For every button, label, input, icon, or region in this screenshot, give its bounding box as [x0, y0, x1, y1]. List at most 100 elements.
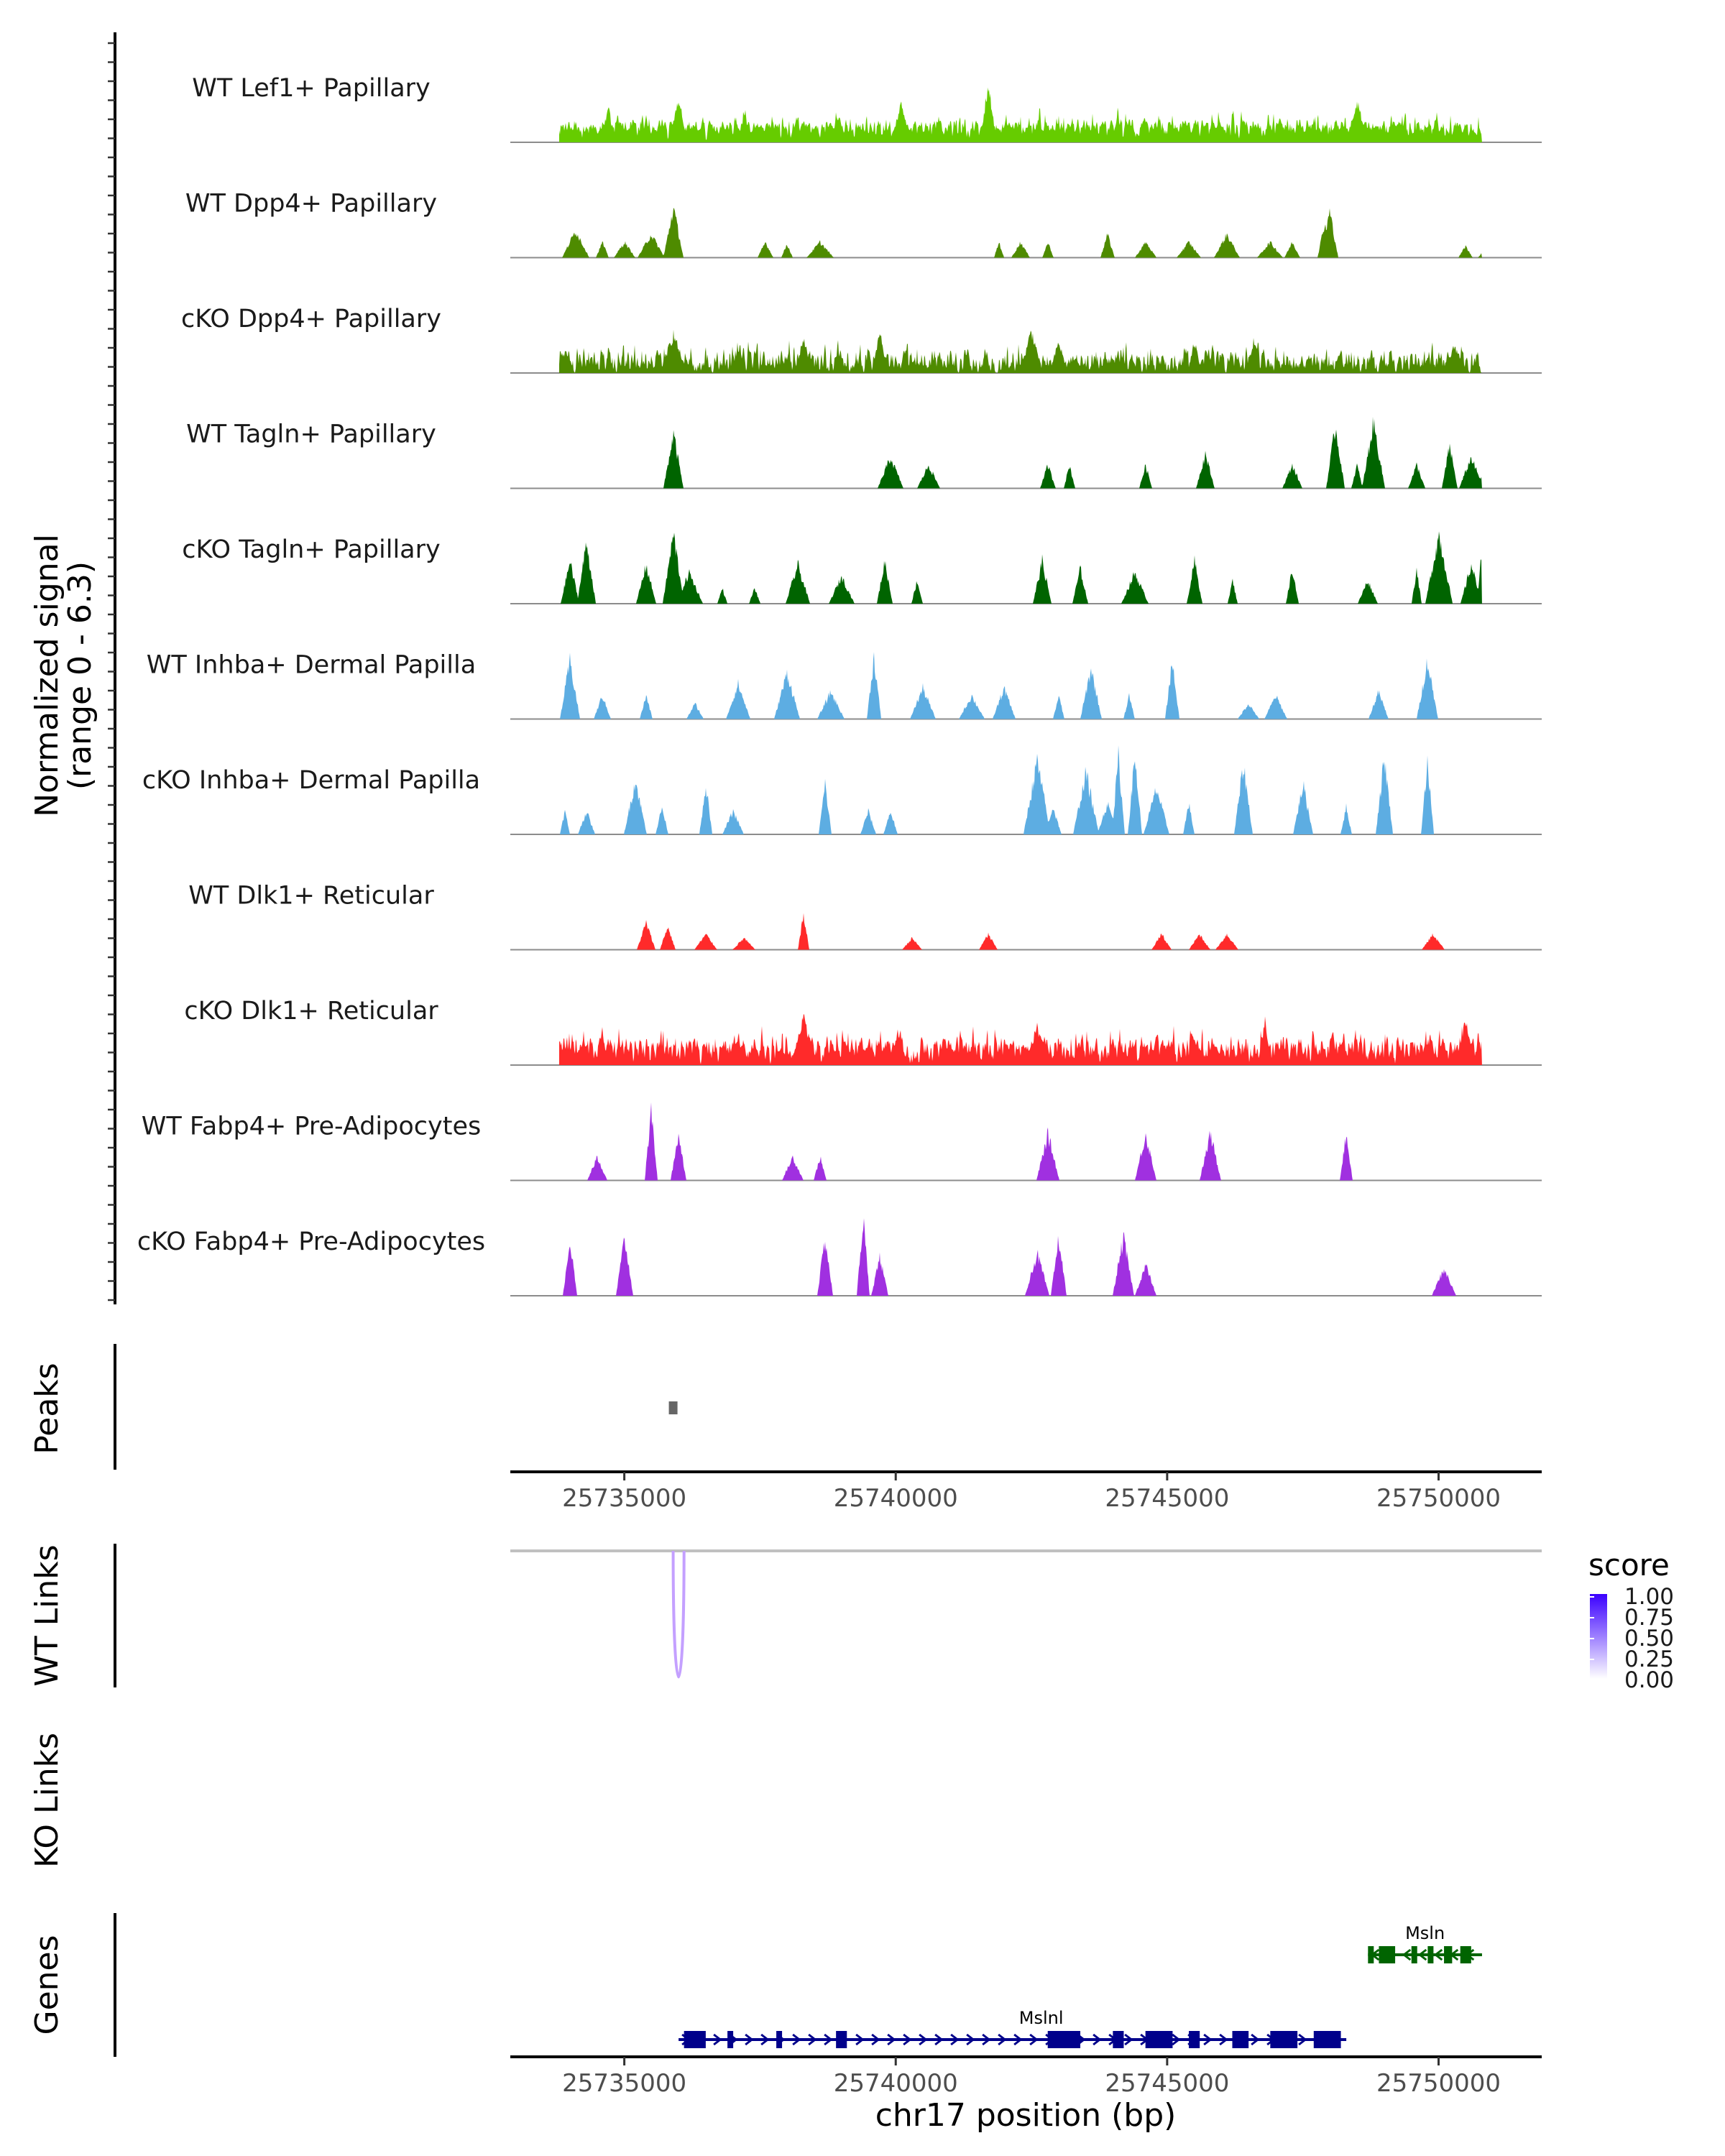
legend-tick-label: 0.75	[1624, 1605, 1674, 1631]
strand-arrow	[919, 2033, 928, 2046]
strand-arrow	[792, 2033, 801, 2046]
track-label: WT Dlk1+ Reticular	[188, 882, 434, 911]
strand-arrow	[1219, 2033, 1228, 2046]
exon	[1313, 2031, 1341, 2048]
x-axis-middle: 25735000 25740000 25745000 25750000	[562, 1472, 1501, 1513]
track-label: cKO Dpp4+ Papillary	[181, 305, 441, 333]
x-axis-middle-tick-label: 25740000	[834, 1484, 958, 1513]
peaks-track-title: Peaks	[29, 1363, 65, 1454]
signal-y-axis-title: Normalized signal (range 0 - 6.3)	[29, 534, 98, 817]
peaks-track	[668, 1401, 678, 1414]
exon	[1444, 1946, 1453, 1963]
track-3: cKO Dpp4+ Papillary	[181, 305, 1542, 374]
legend-tick-label: 1.00	[1624, 1584, 1674, 1610]
strand-arrow	[1203, 2033, 1213, 2046]
track-label: WT Inhba+ Dermal Papilla	[147, 651, 476, 680]
legend-colorbar	[1590, 1594, 1607, 1679]
track-label: WT Fabp4+ Pre-Adipocytes	[142, 1112, 481, 1141]
track-6: WT Inhba+ Dermal Papilla	[147, 651, 1542, 720]
track-11: cKO Fabp4+ Pre-Adipocytes	[137, 1218, 1542, 1296]
track-4: WT Tagln+ Papillary	[186, 416, 1542, 489]
gene-label: Mslnl	[1019, 2008, 1064, 2028]
x-axis-bottom: 25735000 25740000 25745000 25750000	[562, 2057, 1501, 2098]
strand-arrow	[903, 2033, 912, 2046]
strand-arrow	[950, 2033, 960, 2046]
exon	[1368, 1946, 1374, 1963]
signal-area	[558, 208, 1482, 258]
gene-label: Msln	[1405, 1923, 1445, 1943]
exon	[684, 2031, 706, 2048]
x-axis-bottom-tick-label: 25745000	[1105, 2069, 1229, 2098]
exon	[1047, 2031, 1081, 2048]
strand-arrow	[1251, 2033, 1260, 2046]
strand-arrow	[1172, 2033, 1181, 2046]
gene-msln: Msln	[1368, 1923, 1482, 1963]
strand-arrow	[824, 2033, 833, 2046]
exon	[1379, 1946, 1396, 1963]
signal-area	[558, 531, 1482, 604]
strand-arrow	[1417, 1948, 1427, 1961]
legend-title: score	[1588, 1547, 1670, 1583]
exon	[1460, 1946, 1471, 1963]
legend-tick-label: 0.00	[1624, 1667, 1674, 1693]
strand-arrow	[998, 2033, 1007, 2046]
x-axis-middle-tick-label: 25735000	[562, 1484, 686, 1513]
signal-area	[558, 1102, 1482, 1181]
x-axis-bottom-tick-label: 25735000	[562, 2069, 686, 2098]
exon	[1232, 2031, 1249, 2048]
strand-arrow	[1298, 2033, 1307, 2046]
score-legend: score 1.000.750.500.250.00	[1588, 1547, 1674, 1693]
signal-area	[558, 1013, 1482, 1065]
exon	[1113, 2031, 1124, 2048]
track-label: cKO Fabp4+ Pre-Adipocytes	[137, 1227, 485, 1256]
x-axis-middle-tick-label: 25750000	[1376, 1484, 1501, 1513]
exon	[1270, 2031, 1298, 2048]
exon	[836, 2031, 847, 2048]
signal-area	[558, 87, 1482, 142]
track-label: WT Dpp4+ Papillary	[185, 190, 437, 218]
exon	[776, 2031, 783, 2048]
strand-arrow	[1013, 2033, 1023, 2046]
track-label: WT Tagln+ Papillary	[186, 420, 436, 449]
y-axis-title-line1: Normalized signal	[29, 534, 65, 817]
genes-track: Msln Mslnl	[678, 1923, 1482, 2048]
strand-arrow	[871, 2033, 880, 2046]
signal-tracks: WT Lef1+ Papillary WT Dpp4+ Papillary cKO …	[137, 74, 1542, 1296]
strand-arrow	[887, 2033, 896, 2046]
strand-arrow	[1092, 2033, 1102, 2046]
exon	[727, 2031, 734, 2048]
y-axis-title-line2: (range 0 - 6.3)	[62, 561, 98, 790]
track-7: cKO Inhba+ Dermal Papilla	[142, 745, 1542, 835]
signal-area	[558, 329, 1482, 373]
signal-y-ticks	[108, 42, 115, 1302]
exon	[1427, 1946, 1434, 1963]
strand-arrow	[934, 2033, 944, 2046]
x-axis-middle-tick-label: 25745000	[1105, 1484, 1229, 1513]
strand-arrow	[760, 2033, 770, 2046]
peak-region	[668, 1401, 678, 1414]
strand-arrow	[966, 2033, 975, 2046]
legend-tick-label: 0.25	[1624, 1646, 1674, 1672]
strand-arrow	[808, 2033, 817, 2046]
wt-links-track	[671, 1550, 686, 1679]
strand-arrow	[1029, 2033, 1039, 2046]
legend-ticks: 1.000.750.500.250.00	[1590, 1584, 1674, 1693]
strand-arrow	[1433, 1948, 1443, 1961]
track-label: cKO Tagln+ Papillary	[182, 535, 441, 564]
wt-links-track-title: WT Links	[29, 1544, 65, 1686]
track-label: WT Lef1+ Papillary	[192, 74, 431, 103]
x-axis-bottom-tick-label: 25750000	[1376, 2069, 1501, 2098]
gene-mslnl: Mslnl	[678, 2008, 1347, 2048]
track-8: WT Dlk1+ Reticular	[188, 882, 1542, 951]
strand-arrow	[745, 2033, 754, 2046]
strand-arrow	[855, 2033, 865, 2046]
exon	[1145, 2031, 1173, 2048]
exon	[1411, 1946, 1417, 1963]
exon	[1189, 2031, 1200, 2048]
track-9: cKO Dlk1+ Reticular	[184, 997, 1542, 1066]
ko-links-track-title: KO Links	[29, 1733, 65, 1868]
track-10: WT Fabp4+ Pre-Adipocytes	[142, 1102, 1542, 1181]
legend-tick-label: 0.50	[1624, 1626, 1674, 1651]
